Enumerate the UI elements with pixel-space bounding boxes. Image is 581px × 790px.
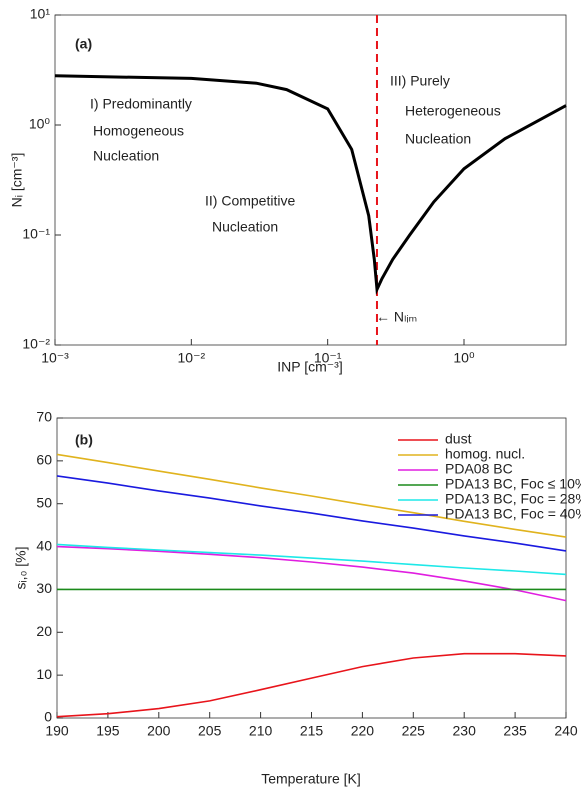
data-line [56, 453, 567, 538]
y-tick-label: 40 [36, 537, 52, 553]
y-tick-label: 0 [44, 709, 52, 725]
legend-label: PDA13 BC, Foc = 40% [445, 506, 581, 522]
x-tick-label: 200 [147, 723, 171, 739]
x-tick-label: 190 [45, 723, 69, 739]
x-tick-label: 220 [351, 723, 375, 739]
legend-label: PDA13 BC, Foc ≤ 10% [445, 476, 581, 492]
annotation: (a) [75, 36, 92, 52]
data-line [56, 652, 567, 718]
y-axis-label: sᵢ,₀ [%] [13, 546, 29, 589]
y-axis-label: Nᵢ [cm⁻³] [9, 153, 25, 208]
x-tick-label: 225 [402, 723, 426, 739]
data-line [54, 74, 567, 296]
annotation: Nucleation [93, 148, 159, 164]
legend-label: homog. nucl. [445, 446, 525, 462]
y-tick-label: 10⁻¹ [22, 226, 50, 242]
annotation: (b) [75, 432, 93, 448]
y-tick-label: 10 [36, 666, 52, 682]
legend-label: PDA08 BC [445, 461, 513, 477]
x-tick-label: 10⁻¹ [314, 350, 342, 366]
x-tick-label: 240 [554, 723, 578, 739]
y-tick-label: 10⁻² [22, 336, 50, 352]
annotation: Nucleation [405, 131, 471, 147]
y-tick-label: 50 [36, 494, 52, 510]
y-tick-label: 10⁰ [29, 116, 51, 132]
data-line [56, 543, 567, 576]
x-axis-label: INP [cm⁻³] [277, 359, 342, 375]
x-tick-label: 10⁰ [453, 350, 475, 366]
x-tick-label: 10⁻² [178, 350, 206, 366]
y-tick-label: 60 [36, 452, 52, 468]
x-tick-label: 215 [300, 723, 324, 739]
annotation: Heterogeneous [405, 103, 501, 119]
annotation: ← Nₗᵢₘ [376, 309, 417, 325]
annotation: Nucleation [212, 219, 278, 235]
annotation: II) Competitive [205, 193, 295, 209]
x-tick-label: 235 [503, 723, 527, 739]
y-tick-label: 20 [36, 623, 52, 639]
y-tick-label: 10¹ [30, 6, 51, 22]
x-tick-label: 10⁻³ [41, 350, 69, 366]
x-tick-label: 195 [96, 723, 120, 739]
annotation: Homogeneous [93, 123, 184, 139]
legend-label: PDA13 BC, Foc = 28% [445, 491, 581, 507]
y-tick-label: 70 [36, 409, 52, 425]
x-tick-label: 205 [198, 723, 222, 739]
annotation: III) Purely [390, 73, 450, 89]
data-line [56, 545, 567, 602]
x-tick-label: 210 [249, 723, 273, 739]
data-line [56, 475, 567, 552]
x-tick-label: 230 [453, 723, 477, 739]
plot-frame [54, 14, 567, 346]
x-axis-label: Temperature [K] [261, 771, 361, 787]
annotation: I) Predominantly [90, 96, 192, 112]
legend-label: dust [445, 431, 472, 447]
y-tick-label: 30 [36, 580, 52, 596]
